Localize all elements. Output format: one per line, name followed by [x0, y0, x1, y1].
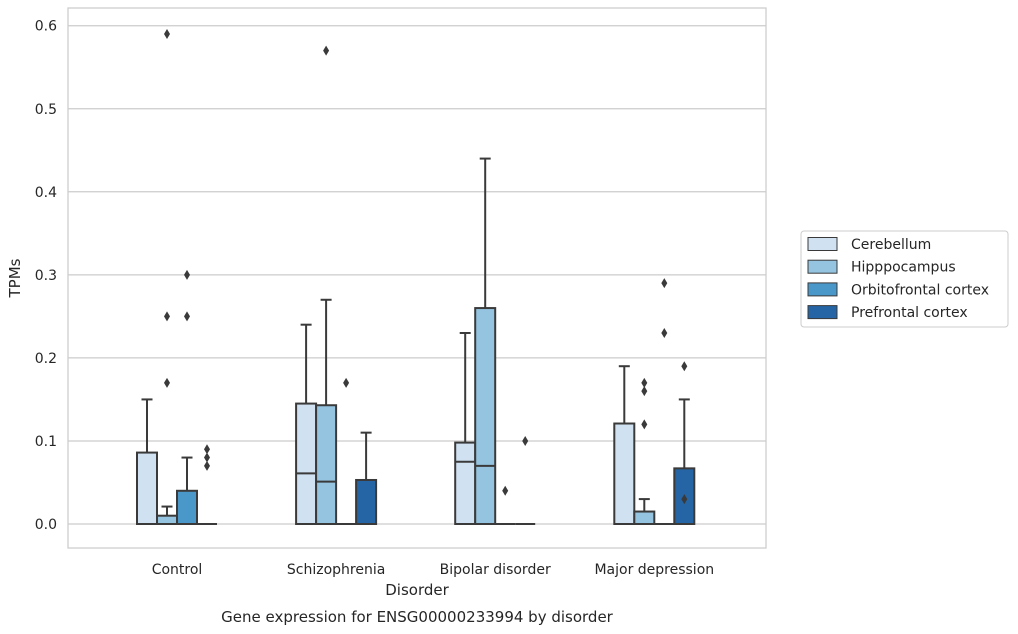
outlier-point	[681, 361, 688, 372]
legend-swatch	[807, 237, 838, 251]
legend-label: Hipppocampus	[851, 260, 956, 276]
box-body	[474, 307, 497, 525]
outlier-point	[164, 377, 170, 388]
box-0-0	[136, 398, 158, 525]
x-tick-label: Schizophrenia	[287, 562, 385, 578]
x-tick-label: Control	[152, 562, 203, 578]
y-tick-label: 0.1	[35, 434, 57, 450]
outlier-point	[343, 377, 350, 388]
box-3-3	[673, 361, 696, 526]
box-0-2	[454, 331, 477, 525]
outlier-point	[184, 269, 190, 280]
box-0-1	[295, 323, 318, 526]
box-1-1	[315, 45, 338, 525]
box-2-0	[176, 269, 198, 525]
box-body	[156, 514, 178, 526]
box-body	[136, 451, 158, 525]
outlier-point	[641, 386, 648, 397]
legend-swatch	[807, 305, 838, 320]
outlier-point	[184, 311, 190, 322]
box-body	[613, 422, 636, 525]
box-body	[295, 402, 318, 526]
box-body	[633, 510, 656, 526]
box-2-1	[336, 377, 357, 525]
x-tick-label: Major depression	[594, 562, 714, 578]
box-1-0	[156, 29, 178, 526]
plot-area-frame	[67, 7, 767, 549]
box-3-0	[197, 444, 217, 525]
chart-title: Gene expression for ENSG00000233994 by d…	[221, 608, 614, 626]
y-tick-label: 0.4	[35, 185, 57, 201]
outlier-point	[204, 460, 210, 471]
legend-swatch	[807, 259, 838, 274]
box-1-3	[633, 377, 656, 526]
outlier-point	[164, 311, 170, 322]
box-body	[176, 489, 198, 525]
legend-label: Prefrontal cortex	[851, 305, 968, 321]
box-0-3	[613, 365, 636, 525]
box-marks	[136, 29, 696, 526]
box-3-2	[515, 435, 536, 525]
legend-frame	[800, 230, 1009, 328]
y-tick-label: 0.6	[35, 19, 57, 35]
y-axis-label: TPMs	[6, 258, 24, 298]
outlier-point	[204, 444, 210, 455]
gridlines	[68, 25, 766, 525]
box-body	[355, 478, 378, 525]
outlier-point	[164, 29, 170, 40]
outlier-point	[661, 327, 668, 338]
legend-label: Cerebellum	[851, 237, 931, 253]
y-tick-label: 0.2	[35, 351, 57, 367]
outlier-point	[641, 419, 648, 430]
outlier-point	[502, 485, 509, 496]
x-axis-label: Disorder	[385, 581, 449, 599]
legend-swatch	[807, 282, 838, 297]
x-axis-ticks: Control Schizophrenia Bipolar disorder Majo…	[152, 562, 714, 578]
outlier-point	[661, 278, 668, 289]
x-tick-label: Bipolar disorder	[440, 562, 551, 578]
y-axis-ticks: 0.0 0.1 0.2 0.3 0.4 0.5 0.6	[35, 19, 57, 533]
box-1-2	[474, 157, 497, 525]
box-3-1	[355, 431, 378, 525]
legend-label: Orbitofrontal cortex	[851, 282, 989, 298]
outlier-point	[323, 45, 330, 56]
box-body	[454, 441, 477, 525]
y-tick-label: 0.0	[35, 517, 57, 533]
box-2-3	[654, 278, 675, 525]
legend: Cerebellum Hipppocampus Orbitofrontal cort…	[800, 230, 1009, 328]
y-tick-label: 0.5	[35, 102, 57, 118]
outlier-point	[522, 435, 529, 446]
box-body	[315, 404, 338, 525]
outlier-point	[641, 377, 648, 388]
outlier-point	[681, 494, 688, 505]
box-2-2	[495, 485, 516, 525]
outlier-point	[204, 452, 210, 463]
y-tick-label: 0.3	[35, 268, 57, 284]
